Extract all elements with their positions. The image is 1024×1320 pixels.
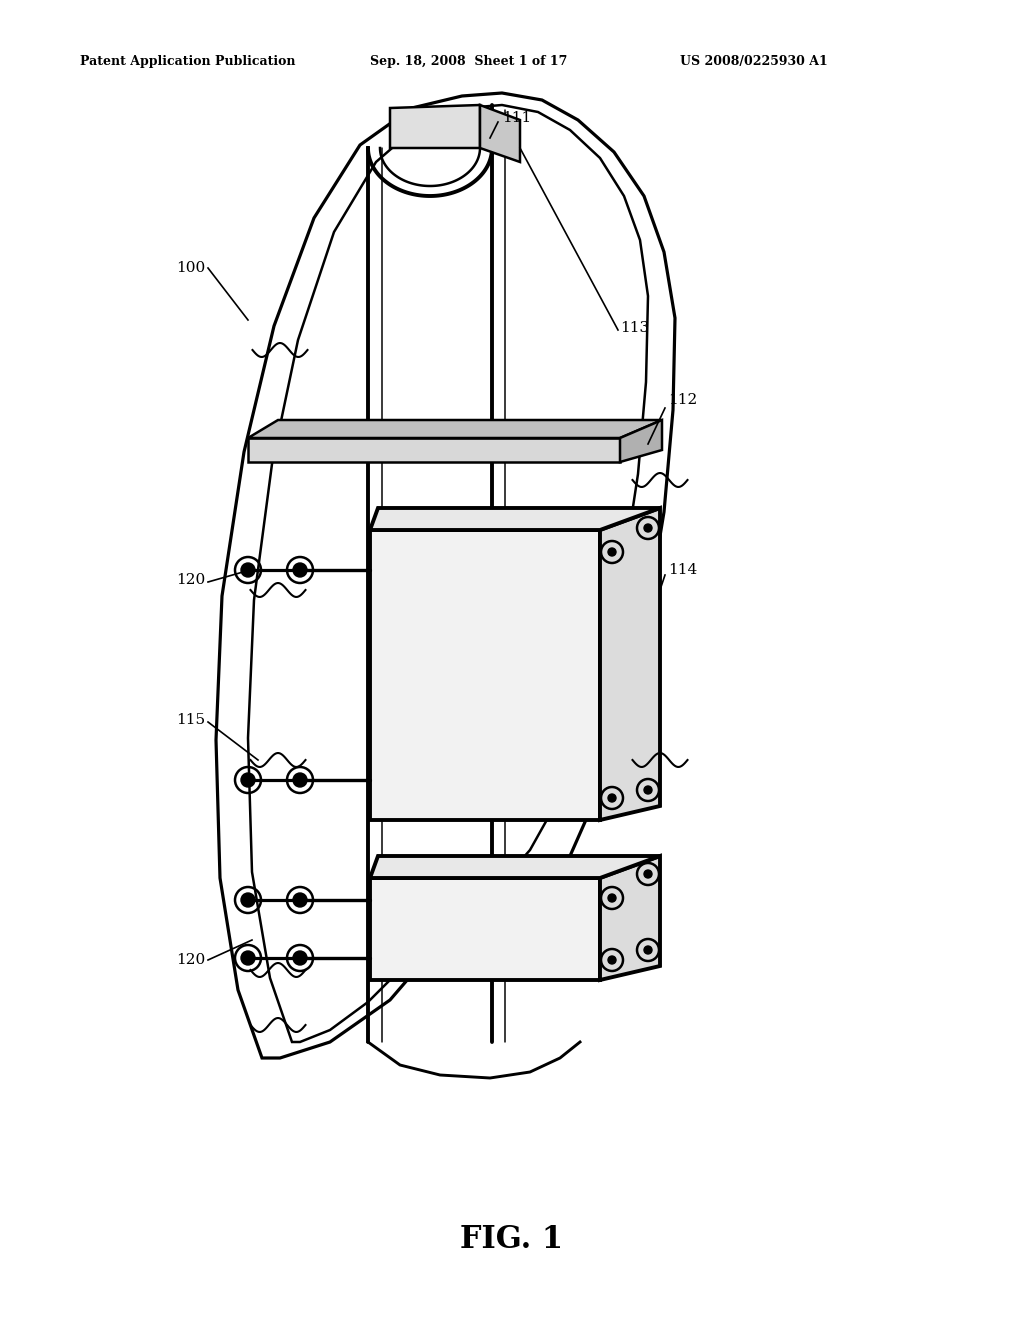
- Text: US 2008/0225930 A1: US 2008/0225930 A1: [680, 55, 827, 69]
- Text: 120: 120: [176, 573, 205, 587]
- Text: Sep. 18, 2008  Sheet 1 of 17: Sep. 18, 2008 Sheet 1 of 17: [370, 55, 567, 69]
- Polygon shape: [370, 531, 600, 820]
- Circle shape: [608, 894, 616, 902]
- Polygon shape: [248, 420, 662, 438]
- Polygon shape: [216, 92, 675, 1059]
- Text: 100: 100: [176, 261, 205, 275]
- Circle shape: [608, 795, 616, 803]
- Polygon shape: [620, 420, 662, 462]
- Text: 113: 113: [620, 321, 649, 335]
- Polygon shape: [370, 508, 660, 531]
- Circle shape: [241, 774, 255, 787]
- Polygon shape: [370, 878, 600, 979]
- Circle shape: [293, 774, 307, 787]
- Circle shape: [241, 564, 255, 577]
- Text: FIG. 1: FIG. 1: [461, 1225, 563, 1255]
- Text: 111: 111: [502, 111, 531, 125]
- Circle shape: [293, 950, 307, 965]
- Circle shape: [241, 894, 255, 907]
- Text: 114: 114: [668, 564, 697, 577]
- Text: 115: 115: [176, 713, 205, 727]
- Polygon shape: [390, 106, 480, 148]
- Circle shape: [293, 564, 307, 577]
- Circle shape: [608, 956, 616, 964]
- Circle shape: [293, 894, 307, 907]
- Polygon shape: [600, 855, 660, 979]
- Polygon shape: [248, 438, 620, 462]
- Text: 120: 120: [176, 953, 205, 968]
- Circle shape: [644, 785, 652, 795]
- Text: Patent Application Publication: Patent Application Publication: [80, 55, 296, 69]
- Text: 112: 112: [668, 393, 697, 407]
- Circle shape: [644, 870, 652, 878]
- Polygon shape: [480, 106, 520, 162]
- Polygon shape: [600, 508, 660, 820]
- Circle shape: [644, 524, 652, 532]
- Circle shape: [241, 950, 255, 965]
- Polygon shape: [370, 855, 660, 878]
- Circle shape: [644, 946, 652, 954]
- Circle shape: [608, 548, 616, 556]
